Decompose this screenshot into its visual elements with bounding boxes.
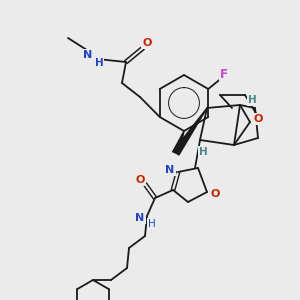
Text: N: N bbox=[165, 165, 175, 175]
Text: N: N bbox=[83, 50, 93, 60]
Text: H: H bbox=[94, 58, 103, 68]
Polygon shape bbox=[173, 131, 184, 154]
Text: N: N bbox=[135, 213, 145, 223]
Text: O: O bbox=[142, 38, 152, 48]
Text: F: F bbox=[220, 68, 228, 80]
Polygon shape bbox=[173, 108, 207, 155]
Text: H: H bbox=[148, 219, 156, 229]
Text: O: O bbox=[210, 189, 220, 199]
Text: H: H bbox=[199, 147, 207, 157]
Text: O: O bbox=[135, 175, 145, 185]
Text: H: H bbox=[248, 95, 256, 105]
Text: O: O bbox=[253, 114, 263, 124]
